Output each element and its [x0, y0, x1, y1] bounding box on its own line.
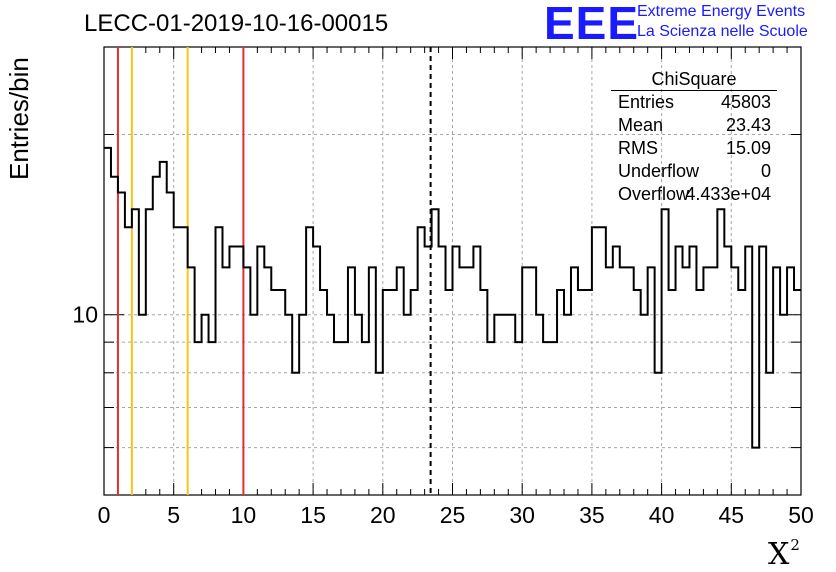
- logo-text-line-2: La Scienza nelle Scuole: [637, 23, 808, 40]
- y-tick-label: 10: [72, 302, 98, 328]
- x-axis-label: X2: [768, 536, 800, 572]
- stats-key: Underflow: [618, 161, 700, 181]
- chart-title: LECC-01-2019-10-16-00015: [84, 10, 389, 37]
- stats-row-entries: Entries 45803: [611, 91, 777, 114]
- logo-text-line-1: Extreme Energy Events: [637, 3, 806, 20]
- stats-row-mean: Mean 23.43: [611, 114, 777, 137]
- x-tick-label: 20: [370, 502, 396, 528]
- x-tick-label: 40: [649, 502, 675, 528]
- stats-row-underflow: Underflow 0: [611, 160, 777, 183]
- x-tick-label: 10: [231, 502, 257, 528]
- y-axis-label: Entries/bin: [4, 57, 34, 180]
- x-tick-label: 45: [719, 502, 745, 528]
- stats-title: ChiSquare: [611, 68, 777, 91]
- histogram-series: [104, 146, 801, 449]
- stats-value: 4.433e+04: [685, 184, 771, 204]
- x-axis-label-base: X: [768, 537, 790, 572]
- x-axis-label-superscript: 2: [790, 536, 800, 554]
- stats-row-overflow: Overflow 4.433e+04: [611, 183, 777, 206]
- x-tick-label: 15: [300, 502, 326, 528]
- x-tick-label: 5: [167, 502, 180, 528]
- stats-value: 45803: [720, 92, 771, 112]
- stats-key: Mean: [618, 115, 664, 135]
- stats-value: 0: [760, 161, 771, 181]
- stats-key: Overflow: [618, 184, 690, 204]
- x-tick-label: 35: [579, 502, 605, 528]
- eee-logo-mark: EEE: [544, 0, 640, 49]
- x-tick-label: 30: [509, 502, 535, 528]
- stats-key: Entries: [618, 92, 675, 112]
- x-tick-label: 0: [98, 502, 111, 528]
- x-tick-label: 25: [440, 502, 466, 528]
- stats-value: 23.43: [725, 115, 771, 135]
- stats-value: 15.09: [725, 138, 771, 158]
- stats-row-rms: RMS 15.09: [611, 137, 777, 160]
- x-tick-label: 50: [788, 502, 814, 528]
- stats-key: RMS: [618, 138, 658, 158]
- stats-box: ChiSquare Entries 45803 Mean 23.43 RMS 1…: [611, 68, 777, 206]
